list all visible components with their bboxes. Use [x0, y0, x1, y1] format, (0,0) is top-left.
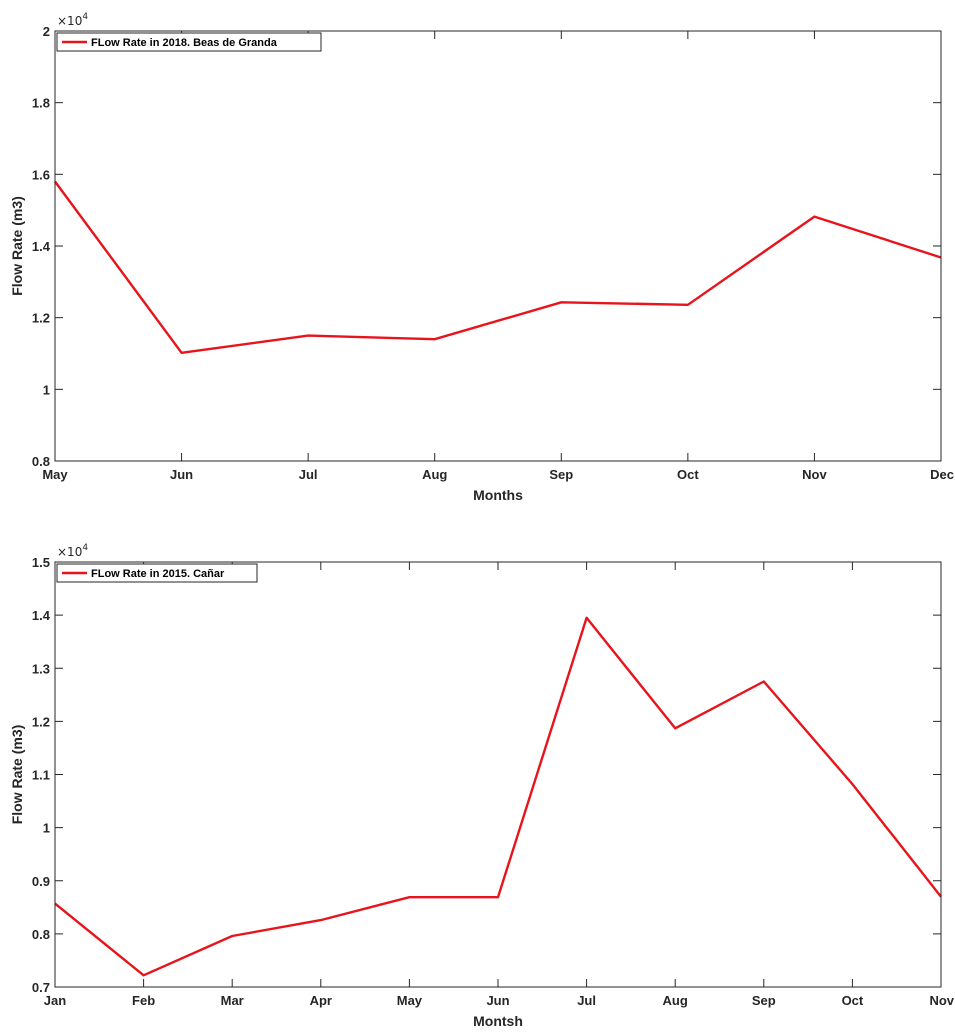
- x-tick-label: Jul: [299, 467, 318, 482]
- chart-top: 0.8 1 1.2 1.4 1.6 1.8 2 May Jun Jul Aug Sep Oct Nov D…: [9, 12, 954, 503]
- y-tick-label: 2: [43, 24, 50, 39]
- y-tick-label: 0.7: [32, 980, 50, 995]
- x-tick-label: Dec: [930, 467, 954, 482]
- y-axis-label: Flow Rate (m3): [9, 196, 25, 296]
- chart-bottom: 0.7 0.8 0.9 1 1.1 1.2 1.3 1.4 1.5 Jan Feb Mar Apr Ma…: [9, 543, 955, 1029]
- x-axis-label: Montsh: [473, 1013, 523, 1029]
- y-exponent: ×104: [57, 12, 88, 28]
- y-tick-label: 1.2: [32, 311, 50, 326]
- y-tick-label: 0.8: [32, 927, 50, 942]
- legend: FLow Rate in 2018. Beas de Granda: [56, 32, 322, 52]
- y-tick-label: 1: [43, 821, 50, 836]
- x-tick-label: Jan: [44, 993, 66, 1008]
- x-tick-label: Apr: [310, 993, 332, 1008]
- x-tick-label: Feb: [132, 993, 155, 1008]
- legend: FLow Rate in 2015. Cañar: [56, 563, 258, 583]
- x-tick-label: Jul: [577, 993, 596, 1008]
- y-axis-label: Flow Rate (m3): [9, 725, 25, 825]
- x-tick-label: Oct: [677, 467, 699, 482]
- legend-label: FLow Rate in 2018. Beas de Granda: [91, 37, 278, 49]
- x-tick-label: Sep: [549, 467, 573, 482]
- y-tick-label: 1.8: [32, 96, 50, 111]
- axes-box: [54, 30, 942, 462]
- x-tick-labels: May Jun Jul Aug Sep Oct Nov Dec: [42, 467, 954, 482]
- x-tick-label: Aug: [422, 467, 447, 482]
- legend-label: FLow Rate in 2015. Cañar: [91, 568, 225, 580]
- x-axis-label: Months: [473, 487, 523, 503]
- y-tick-label: 1.5: [32, 555, 50, 570]
- y-tick-label: 0.9: [32, 874, 50, 889]
- y-tick-label: 1.1: [32, 768, 50, 783]
- y-tick-label: 1.2: [32, 714, 50, 729]
- x-tick-label: Aug: [663, 993, 688, 1008]
- x-tick-label: Oct: [842, 993, 864, 1008]
- y-tick-label: 1.6: [32, 167, 50, 182]
- y-tick-label: 1: [43, 382, 50, 397]
- plot-area: [55, 31, 941, 461]
- y-tick-label: 1.4: [32, 239, 51, 254]
- x-tick-label: Jun: [170, 467, 193, 482]
- y-tick-labels: 0.8 1 1.2 1.4 1.6 1.8 2: [32, 24, 51, 469]
- flow-rate-line: [54, 180, 942, 354]
- x-tick-label: Jun: [486, 993, 509, 1008]
- y-exponent: ×104: [57, 543, 88, 559]
- x-tick-label: Nov: [802, 467, 827, 482]
- x-tick-label: Mar: [221, 993, 244, 1008]
- flow-rate-line: [54, 616, 942, 977]
- y-tick-label: 1.3: [32, 661, 50, 676]
- x-tick-label: May: [397, 993, 423, 1008]
- x-tick-labels: Jan Feb Mar Apr May Jun Jul Aug Sep Oct Nov: [44, 993, 955, 1008]
- y-tick-label: 0.8: [32, 454, 50, 469]
- x-tick-label: May: [42, 467, 68, 482]
- x-tick-label: Nov: [929, 993, 954, 1008]
- x-tick-label: Sep: [752, 993, 776, 1008]
- axes-box: [54, 561, 942, 988]
- plot-area: [55, 562, 941, 987]
- legend-box: [56, 563, 258, 583]
- y-tick-labels: 0.7 0.8 0.9 1 1.1 1.2 1.3 1.4 1.5: [32, 555, 51, 995]
- y-tick-label: 1.4: [32, 608, 51, 623]
- legend-box: [56, 32, 322, 52]
